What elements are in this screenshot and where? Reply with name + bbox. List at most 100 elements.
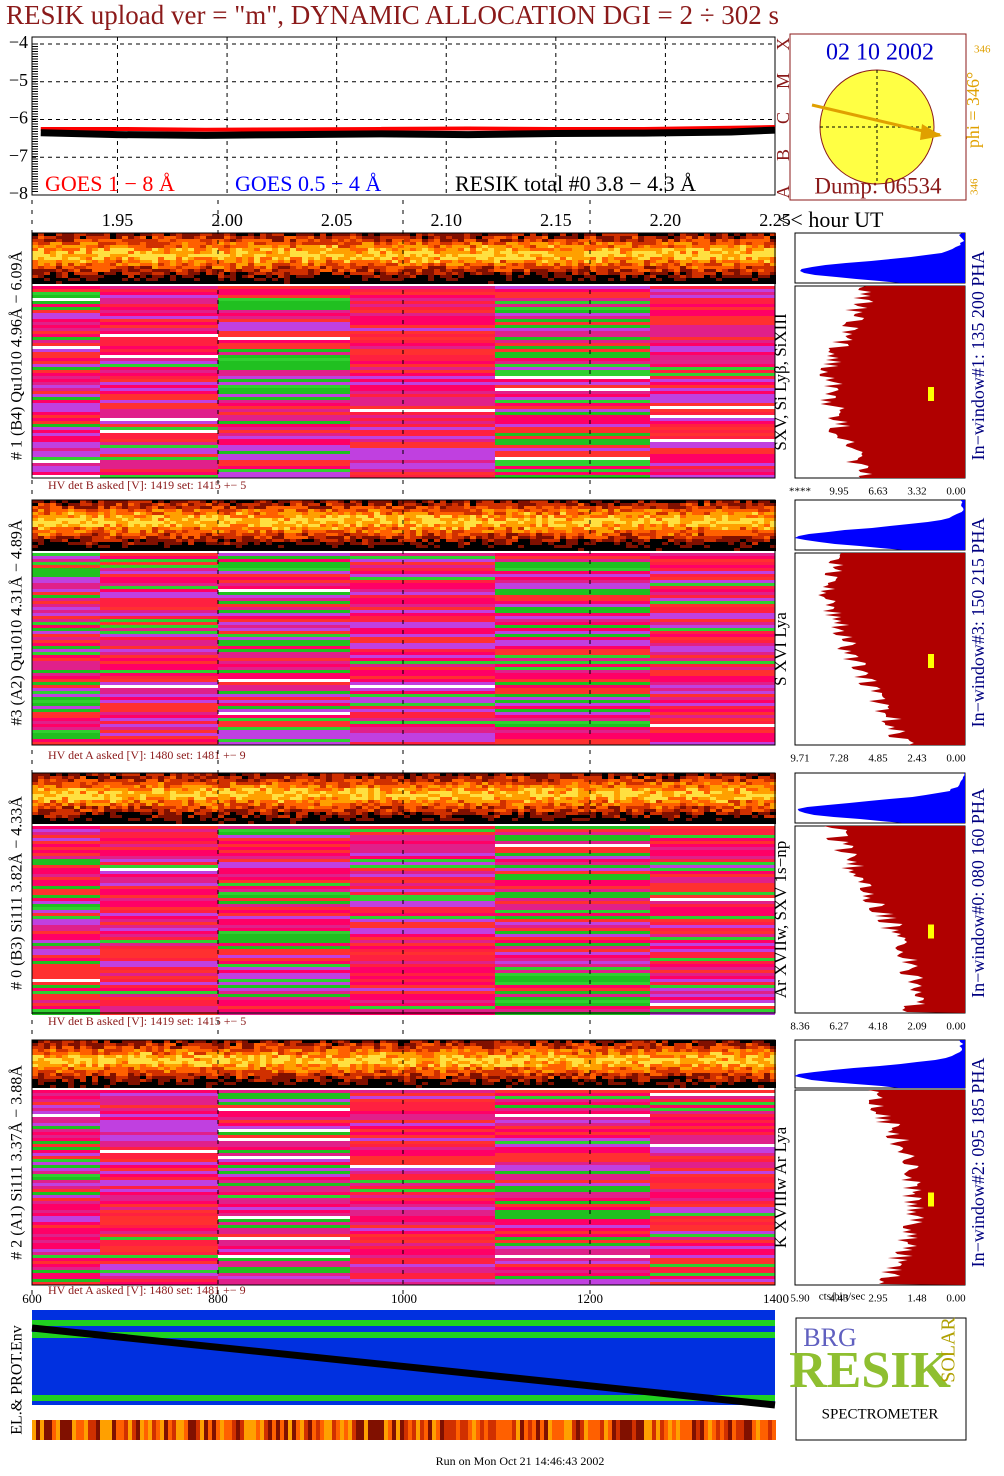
cell xyxy=(422,278,428,281)
cell xyxy=(254,254,260,257)
stripe xyxy=(32,322,100,325)
cell xyxy=(656,509,662,512)
cell xyxy=(44,506,50,509)
cell xyxy=(590,503,596,506)
cell xyxy=(248,257,254,260)
cell xyxy=(758,500,764,503)
cell xyxy=(650,509,656,512)
stripe xyxy=(350,616,495,619)
cell xyxy=(332,236,338,239)
cell xyxy=(362,524,368,527)
stripe xyxy=(32,598,100,601)
cell xyxy=(86,254,92,257)
cell xyxy=(326,233,332,236)
cell xyxy=(518,527,524,530)
cell xyxy=(434,245,440,248)
cell xyxy=(428,539,434,542)
cell xyxy=(320,269,326,272)
stripe xyxy=(100,319,218,322)
cell xyxy=(290,506,296,509)
stripe xyxy=(100,463,218,466)
cell xyxy=(338,512,344,515)
cell xyxy=(254,518,260,521)
cell xyxy=(32,536,38,539)
cell xyxy=(554,542,560,545)
cell xyxy=(254,548,260,551)
cell xyxy=(722,548,728,551)
cell xyxy=(770,281,776,284)
cell xyxy=(632,500,638,503)
cell xyxy=(296,527,302,530)
cell xyxy=(284,263,290,266)
cell xyxy=(434,530,440,533)
cell xyxy=(356,278,362,281)
cell xyxy=(488,233,494,236)
stripe xyxy=(218,709,350,712)
cell xyxy=(566,500,572,503)
cell xyxy=(428,533,434,536)
cell xyxy=(404,281,410,284)
cell xyxy=(164,518,170,521)
cell xyxy=(764,524,770,527)
cell xyxy=(218,539,224,542)
cell xyxy=(506,281,512,284)
cell xyxy=(704,275,710,278)
cell xyxy=(296,245,302,248)
cell xyxy=(416,506,422,509)
cell xyxy=(344,245,350,248)
cell xyxy=(152,278,158,281)
cell xyxy=(44,263,50,266)
cell xyxy=(506,503,512,506)
cell xyxy=(86,548,92,551)
cell xyxy=(692,266,698,269)
cell xyxy=(224,263,230,266)
cell xyxy=(356,254,362,257)
stripe xyxy=(218,352,350,355)
cell xyxy=(44,233,50,236)
cell xyxy=(656,503,662,506)
cell xyxy=(500,269,506,272)
cell xyxy=(284,254,290,257)
stripe xyxy=(100,355,218,358)
cell xyxy=(92,506,98,509)
cell xyxy=(50,542,56,545)
cell xyxy=(746,515,752,518)
stripe xyxy=(350,391,495,394)
stripe xyxy=(100,379,218,382)
cell xyxy=(770,254,776,257)
cell xyxy=(110,512,116,515)
cell xyxy=(572,233,578,236)
cell xyxy=(326,263,332,266)
stripe xyxy=(32,421,100,424)
cell xyxy=(560,548,566,551)
cell xyxy=(428,521,434,524)
cell xyxy=(548,524,554,527)
cell xyxy=(296,533,302,536)
cell xyxy=(116,503,122,506)
cell xyxy=(608,500,614,503)
cell xyxy=(386,242,392,245)
cell xyxy=(458,236,464,239)
cell xyxy=(494,263,500,266)
cell xyxy=(740,545,746,548)
cell xyxy=(302,272,308,275)
cell xyxy=(752,233,758,236)
stripe xyxy=(218,454,350,457)
cell xyxy=(284,536,290,539)
cell xyxy=(92,236,98,239)
x-tick-label: 2.25 xyxy=(759,210,791,230)
cell xyxy=(374,515,380,518)
cell xyxy=(680,545,686,548)
cell xyxy=(500,512,506,515)
cell xyxy=(284,239,290,242)
cell xyxy=(128,536,134,539)
cell xyxy=(242,257,248,260)
cell xyxy=(314,263,320,266)
cell xyxy=(578,548,584,551)
cell xyxy=(470,269,476,272)
cell xyxy=(260,515,266,518)
stripe xyxy=(32,652,100,655)
cell xyxy=(710,521,716,524)
cell xyxy=(98,518,104,521)
cell xyxy=(422,509,428,512)
